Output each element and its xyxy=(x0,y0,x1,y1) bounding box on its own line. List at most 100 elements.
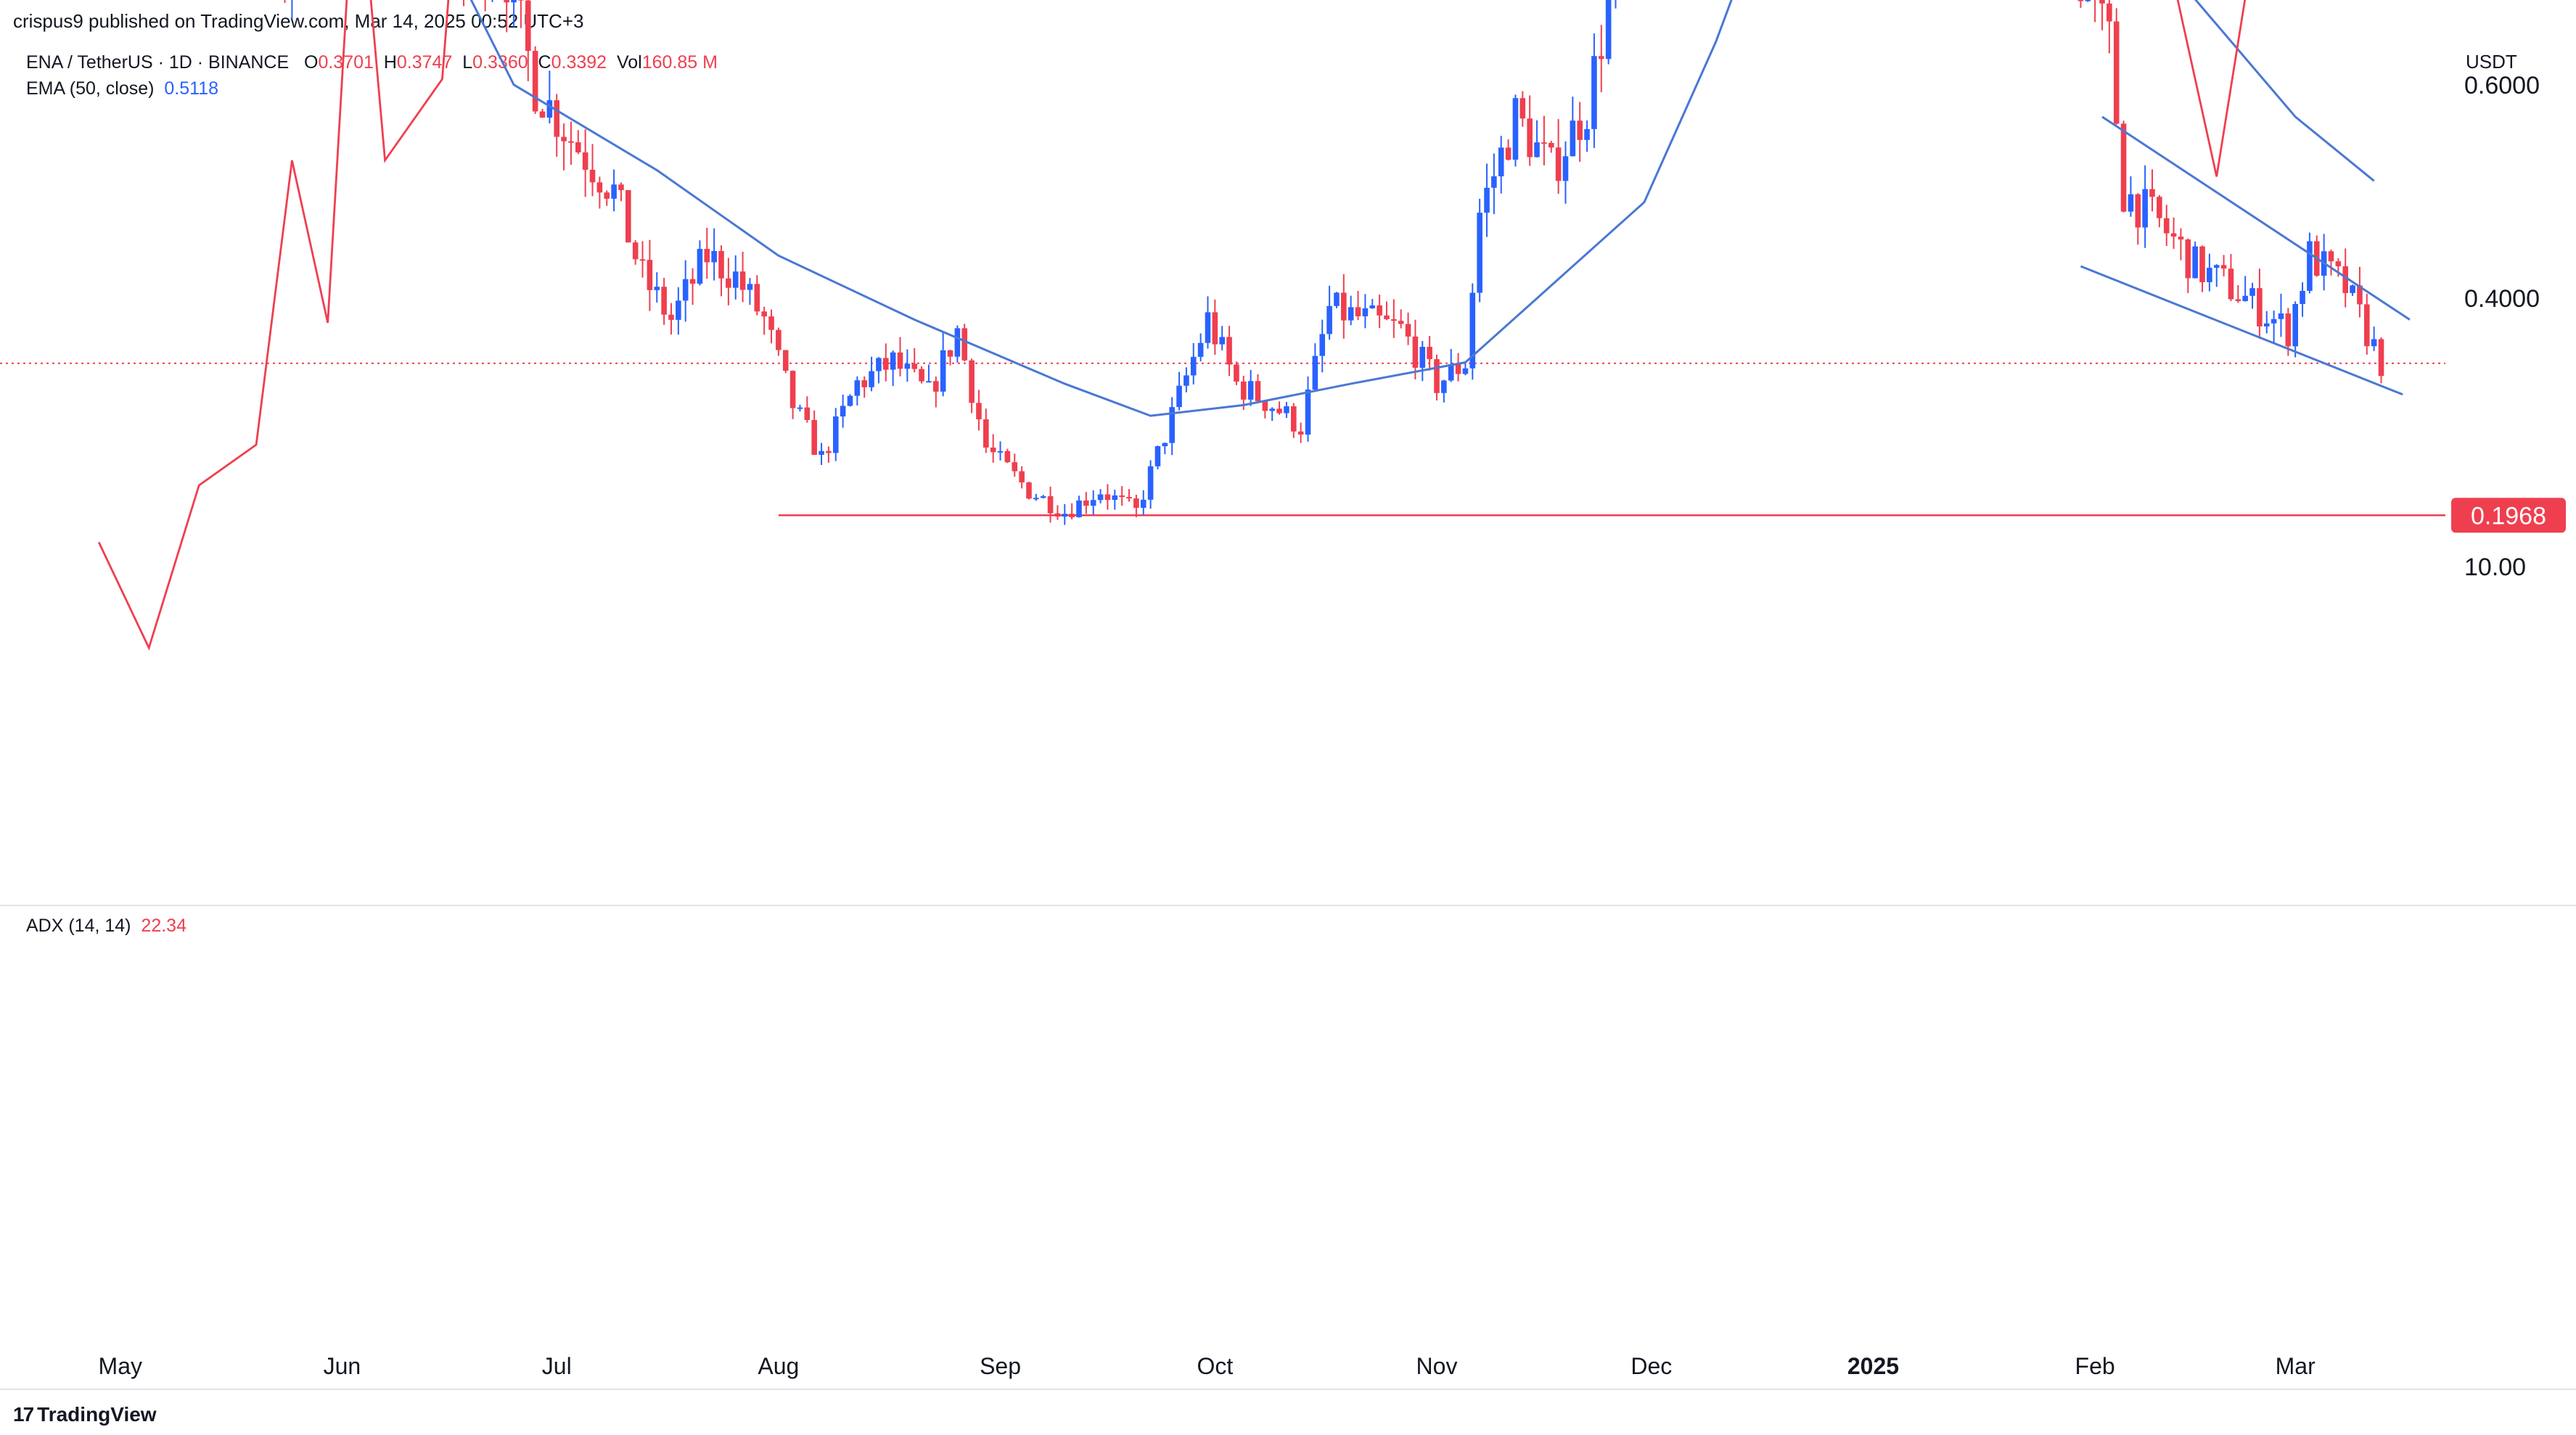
candle-body xyxy=(940,350,946,392)
candle-body xyxy=(1076,500,1082,517)
candle-body xyxy=(1326,305,1332,334)
candle-body xyxy=(561,136,567,141)
candle-body xyxy=(1555,147,1562,181)
candle-body xyxy=(1205,312,1211,343)
candle-body xyxy=(1477,213,1482,293)
candle-body xyxy=(2364,304,2370,347)
candle-body xyxy=(1448,363,1454,381)
candle-body xyxy=(954,328,961,357)
tradingview-logo[interactable]: 17 TradingView xyxy=(13,1403,157,1426)
candle-body xyxy=(618,184,624,191)
candle-body xyxy=(890,352,896,370)
candle-body xyxy=(1069,514,1075,517)
candle-body xyxy=(1234,364,1239,382)
price-label-box xyxy=(2451,498,2566,533)
candle-body xyxy=(876,358,882,371)
candle-body xyxy=(1405,324,1411,337)
candle-body xyxy=(1319,334,1326,356)
candle-body xyxy=(933,381,939,392)
candle-body xyxy=(911,363,918,369)
candle-body xyxy=(826,451,832,453)
candle-body xyxy=(739,271,746,290)
candle-body xyxy=(1441,380,1447,393)
adx-legend: ADX (14, 14) 22.34 xyxy=(26,916,186,937)
candle-body xyxy=(1291,406,1297,432)
candle-body xyxy=(1519,98,1526,119)
candle-body xyxy=(554,100,560,137)
candle-body xyxy=(2113,21,2120,124)
candle-body xyxy=(2220,265,2227,269)
candle-body xyxy=(1434,359,1440,393)
candle-body xyxy=(2378,339,2384,377)
candle-body xyxy=(754,284,760,312)
candle-body xyxy=(1054,513,1061,517)
candle-body xyxy=(1605,0,1612,59)
candle-body xyxy=(2207,268,2212,282)
candle-body xyxy=(682,279,689,301)
candle-body xyxy=(882,358,889,370)
candle-body xyxy=(676,300,681,320)
x-tick-label: Mar xyxy=(2276,1353,2315,1379)
adx-line-group xyxy=(97,0,2247,651)
candle-body xyxy=(1570,120,1576,157)
ema-label: EMA (50, close) xyxy=(26,78,155,99)
candle-body xyxy=(1348,307,1354,321)
candle-body xyxy=(1104,494,1111,501)
x-tick-label: May xyxy=(99,1353,142,1379)
x-tick-label: Jul xyxy=(542,1353,572,1379)
candle-body xyxy=(1398,321,1404,324)
close-value: 0.3392 xyxy=(551,52,607,73)
candle-body xyxy=(1362,308,1369,316)
candle-body xyxy=(1598,56,1604,59)
candle-body xyxy=(2357,285,2363,305)
candle-body xyxy=(1140,499,1147,508)
x-tick-label: Jun xyxy=(324,1353,361,1379)
candle-body xyxy=(1591,56,1597,129)
symbol-legend-row: ENA / TetherUS · 1D · BINANCE O0.3701 H 0… xyxy=(26,49,718,75)
candle-body xyxy=(2142,189,2148,228)
x-tick-label: Sep xyxy=(980,1353,1021,1379)
candle-body xyxy=(1162,443,1168,447)
channel-upper-line xyxy=(2101,115,2411,321)
candle-body xyxy=(1341,292,1347,321)
candle-body xyxy=(1212,312,1218,345)
candle-body xyxy=(1427,347,1432,360)
candle-body xyxy=(668,314,674,320)
volume-value: 160.85 M xyxy=(641,52,718,73)
candle-body xyxy=(604,192,610,199)
candle-body xyxy=(1462,368,1469,374)
candle-body xyxy=(2185,239,2191,279)
candle-body xyxy=(2257,288,2263,326)
candle-body xyxy=(704,249,710,263)
candle-body xyxy=(582,152,588,170)
candle-body xyxy=(732,271,739,288)
candle-body xyxy=(1019,471,1025,483)
open-label: O xyxy=(304,52,319,73)
candle-body xyxy=(2285,313,2292,347)
candle-body xyxy=(639,259,646,261)
candle-body xyxy=(511,0,517,3)
candle-body xyxy=(847,395,853,406)
high-label: H xyxy=(383,52,397,73)
candle-body xyxy=(575,142,581,153)
x-tick-label: Aug xyxy=(758,1353,799,1379)
candle-body xyxy=(1377,305,1382,316)
candle-body xyxy=(2099,0,2105,4)
candle-body xyxy=(2120,123,2127,212)
candle-body xyxy=(2300,290,2305,304)
candle-body xyxy=(525,0,531,52)
candle-body xyxy=(2292,303,2298,347)
brand-label: TradingView xyxy=(37,1403,157,1426)
candle-body xyxy=(718,250,724,279)
candle-body xyxy=(1369,305,1376,308)
candle-body xyxy=(840,406,846,417)
candle-body xyxy=(504,0,509,3)
candle-body xyxy=(2342,266,2349,293)
candle-body xyxy=(1391,318,1397,321)
x-tick-label: Nov xyxy=(1416,1353,1458,1379)
candle-body xyxy=(861,380,867,387)
horizontal-levels xyxy=(0,362,2445,517)
candle-body xyxy=(2228,268,2234,300)
